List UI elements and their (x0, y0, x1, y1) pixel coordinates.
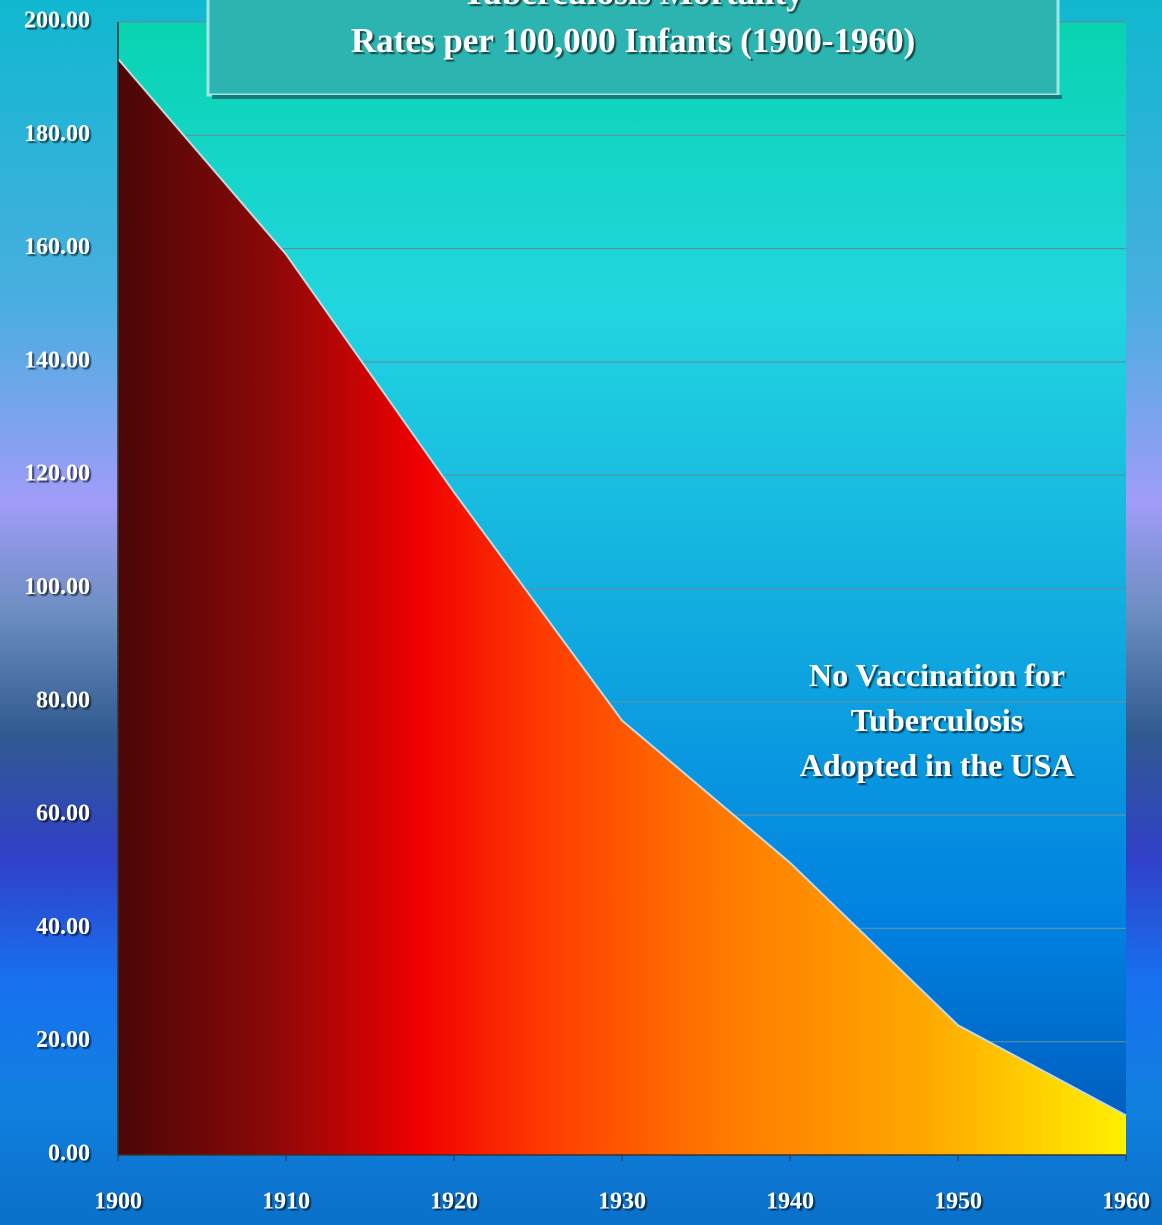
y-tick-label: 140.00 (24, 347, 90, 373)
y-tick-label: 40.00 (36, 914, 90, 940)
y-tick-label: 120.00 (24, 461, 90, 487)
area-line (117, 58, 1127, 1117)
y-tick-label: 200.00 (24, 8, 90, 34)
chart-title: Rates per 100,000 Infants (1900-1960) (351, 21, 915, 60)
title-box (206, 0, 1060, 97)
y-tick-label: 60.00 (36, 801, 90, 827)
chart-title: Tuberculosis Mortality (462, 0, 804, 12)
annotation: No Vaccination for (809, 657, 1065, 693)
x-tick-label: 1900 (94, 1189, 142, 1215)
annotation: Tuberculosis (851, 702, 1024, 738)
x-tick-label: 1960 (1102, 1189, 1150, 1215)
x-tick-label: 1920 (430, 1189, 478, 1215)
y-tick-label: 80.00 (36, 687, 90, 713)
title-box-shadow (212, 95, 1062, 99)
y-tick-label: 180.00 (24, 121, 90, 147)
y-tick-label: 20.00 (36, 1027, 90, 1053)
y-tick-label: 160.00 (24, 234, 90, 260)
y-tick-label: 100.00 (24, 574, 90, 600)
x-tick-label: 1940 (766, 1189, 814, 1215)
x-tick-label: 1930 (598, 1189, 646, 1215)
y-tick-label: 0.00 (48, 1141, 90, 1167)
x-tick-label: 1950 (934, 1189, 982, 1215)
x-tick-label: 1910 (262, 1189, 310, 1215)
annotation: Adopted in the USA (800, 747, 1075, 783)
area (118, 58, 1126, 1155)
